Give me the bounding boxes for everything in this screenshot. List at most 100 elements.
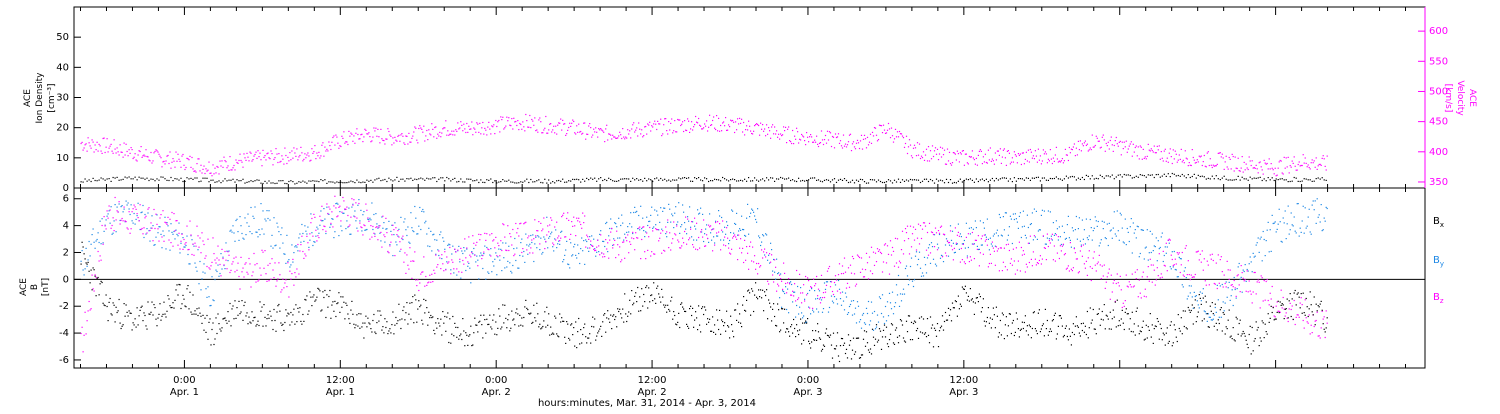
data-point (827, 281, 828, 282)
data-point (754, 215, 755, 216)
data-point (598, 245, 599, 246)
data-point (456, 131, 457, 132)
data-point (948, 256, 949, 257)
data-point (812, 310, 813, 311)
data-point (995, 152, 996, 153)
data-point (858, 306, 859, 307)
data-point (423, 211, 424, 212)
data-point (620, 134, 621, 135)
data-point (168, 298, 169, 299)
data-point (286, 315, 287, 316)
data-point (1257, 281, 1258, 282)
data-point (566, 182, 567, 183)
data-point (509, 262, 510, 263)
data-point (483, 253, 484, 254)
data-point (390, 136, 391, 137)
data-point (273, 277, 274, 278)
data-point (479, 255, 480, 256)
data-point (573, 121, 574, 122)
data-point (918, 259, 919, 260)
data-point (688, 221, 689, 222)
data-point (1160, 247, 1161, 248)
data-point (260, 203, 261, 204)
data-point (986, 239, 987, 240)
data-point (661, 229, 662, 230)
data-point (247, 274, 248, 275)
data-point (1239, 284, 1240, 285)
data-point (749, 246, 750, 247)
data-point (1026, 152, 1027, 153)
data-point (414, 126, 415, 127)
data-point (1197, 159, 1198, 160)
data-point (753, 131, 754, 132)
data-point (1252, 160, 1253, 161)
data-point (1302, 181, 1303, 182)
data-point (908, 146, 909, 147)
data-point (514, 238, 515, 239)
data-point (761, 249, 762, 250)
data-point (310, 222, 311, 223)
data-point (527, 254, 528, 255)
data-point (961, 153, 962, 154)
data-point (464, 238, 465, 239)
data-point (469, 255, 470, 256)
data-point (902, 136, 903, 137)
data-point (780, 177, 781, 178)
data-point (1295, 231, 1296, 232)
data-point (1069, 270, 1070, 271)
data-point (700, 126, 701, 127)
data-point (188, 249, 189, 250)
data-point (157, 152, 158, 153)
data-point (509, 233, 510, 234)
data-point (83, 182, 84, 183)
data-point (280, 180, 281, 181)
data-point (1077, 239, 1078, 240)
data-point (573, 246, 574, 247)
data-point (895, 129, 896, 130)
data-point (540, 223, 541, 224)
data-point (1032, 158, 1033, 159)
data-point (629, 223, 630, 224)
data-point (1125, 146, 1126, 147)
data-point (692, 129, 693, 130)
data-point (212, 322, 213, 323)
data-point (860, 179, 861, 180)
data-point (1257, 242, 1258, 243)
data-point (124, 207, 125, 208)
data-point (548, 238, 549, 239)
data-point (673, 221, 674, 222)
data-point (275, 331, 276, 332)
data-point (272, 269, 273, 270)
data-point (804, 299, 805, 300)
data-point (799, 274, 800, 275)
data-point (203, 263, 204, 264)
data-point (295, 276, 296, 277)
data-point (624, 258, 625, 259)
data-point (612, 180, 613, 181)
data-point (164, 178, 165, 179)
data-point (888, 254, 889, 255)
data-point (158, 241, 159, 242)
series-bz (81, 196, 1328, 353)
data-point (205, 288, 206, 289)
data-point (1225, 303, 1226, 304)
data-point (1172, 251, 1173, 252)
data-point (559, 244, 560, 245)
data-point (243, 239, 244, 240)
data-point (776, 178, 777, 179)
data-point (1137, 155, 1138, 156)
data-point (909, 139, 910, 140)
data-point (141, 307, 142, 308)
data-point (821, 275, 822, 276)
data-point (1204, 176, 1205, 177)
data-point (1134, 152, 1135, 153)
data-point (1034, 158, 1035, 159)
data-point (790, 281, 791, 282)
data-point (101, 151, 102, 152)
data-point (1245, 169, 1246, 170)
data-point (1009, 226, 1010, 227)
data-point (1074, 143, 1075, 144)
data-point (448, 178, 449, 179)
data-point (789, 283, 790, 284)
data-point (1309, 167, 1310, 168)
